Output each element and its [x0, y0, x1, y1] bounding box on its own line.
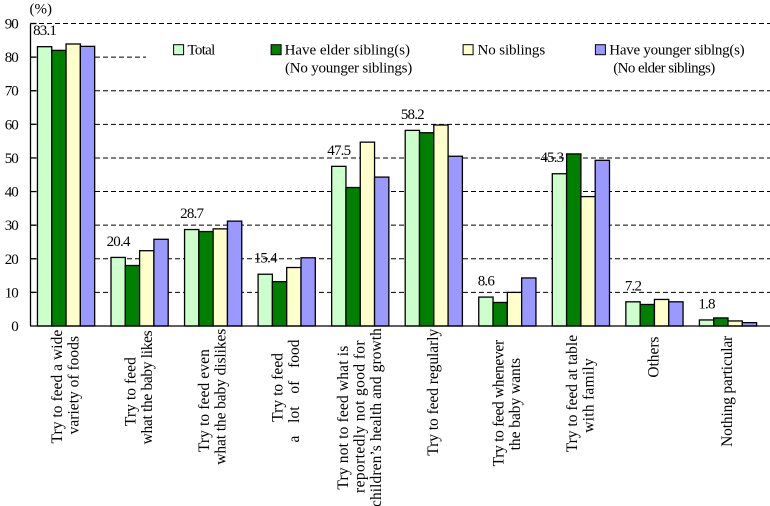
svg-text:Have younger siblng(s): Have younger siblng(s): [609, 43, 744, 59]
svg-text:20: 20: [5, 252, 19, 268]
svg-text:30: 30: [5, 218, 19, 234]
svg-text:50: 50: [5, 151, 19, 167]
svg-text:Try to feed: Try to feed: [270, 353, 287, 422]
svg-text:a lot of food: a lot of food: [286, 339, 303, 442]
svg-text:what the baby dislikes: what the baby dislikes: [213, 329, 230, 465]
svg-text:Have elder sibling(s): Have elder sibling(s): [285, 43, 410, 59]
svg-text:No siblings: No siblings: [478, 43, 546, 59]
svg-text:(%): (%): [30, 2, 53, 18]
svg-text:Try to feed: Try to feed: [123, 357, 140, 426]
svg-text:Try to feed a wide: Try to feed a wide: [49, 330, 66, 444]
svg-text:28.7: 28.7: [180, 206, 204, 222]
svg-text:70: 70: [5, 84, 19, 100]
svg-text:with family: with family: [580, 358, 597, 433]
svg-text:Nothing particular: Nothing particular: [719, 335, 736, 447]
svg-text:40: 40: [5, 185, 19, 201]
svg-text:Try to feed whenever: Try to feed whenever: [490, 339, 507, 466]
svg-text:Others: Others: [646, 337, 663, 378]
svg-text:reportedly not good for: reportedly not good for: [351, 340, 368, 493]
svg-text:Try to feed regularly: Try to feed regularly: [425, 329, 442, 456]
svg-text:80: 80: [5, 50, 19, 66]
svg-text:47.5: 47.5: [327, 143, 350, 159]
svg-text:1.8: 1.8: [698, 296, 715, 312]
svg-text:0: 0: [11, 319, 18, 335]
svg-text:7.2: 7.2: [625, 278, 642, 294]
svg-text:what the baby likes: what the baby likes: [139, 330, 156, 444]
svg-text:83.1: 83.1: [33, 23, 56, 39]
svg-text:Try not to feed what is: Try not to feed what is: [335, 346, 352, 490]
svg-text:10: 10: [5, 285, 19, 301]
svg-text:the baby wants: the baby wants: [507, 358, 524, 450]
svg-text:15.4: 15.4: [254, 251, 278, 267]
svg-text:45.3: 45.3: [540, 150, 563, 166]
svg-text:58.2: 58.2: [401, 107, 424, 123]
svg-text:(No younger siblings): (No younger siblings): [285, 61, 412, 77]
svg-text:Try to feed at table: Try to feed at table: [564, 335, 581, 452]
svg-text:(No elder siblings): (No elder siblings): [613, 61, 715, 77]
svg-text:children’s health and growth: children’s health and growth: [368, 328, 385, 506]
svg-text:90: 90: [5, 17, 19, 33]
svg-text:20.4: 20.4: [107, 234, 131, 250]
svg-text:Try to feed even: Try to feed even: [196, 349, 213, 452]
svg-text:60: 60: [5, 117, 19, 133]
svg-text:8.6: 8.6: [478, 274, 496, 290]
svg-text:Total: Total: [188, 43, 216, 59]
svg-text:variety of foods: variety of foods: [66, 336, 83, 434]
